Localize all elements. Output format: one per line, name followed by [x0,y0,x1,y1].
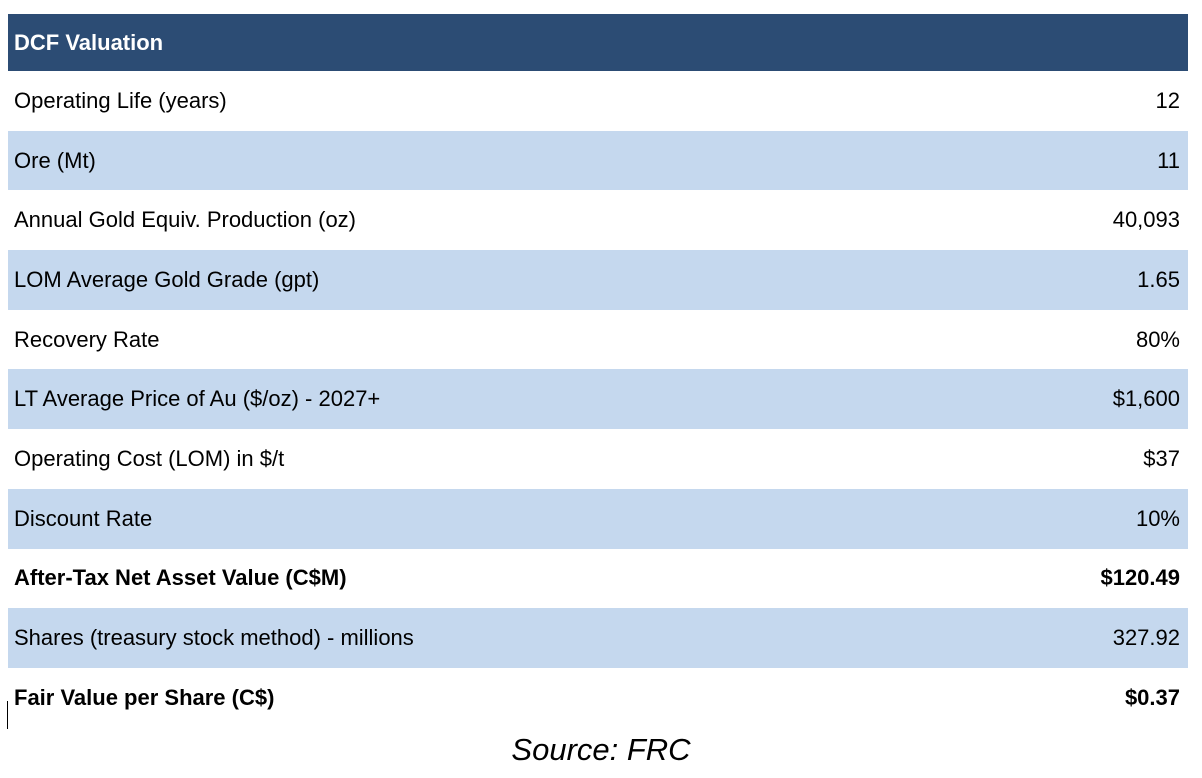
row-value: 11 [1157,147,1180,173]
row-label: After-Tax Net Asset Value (C$M) [14,565,347,591]
row-value: $0.37 [1124,684,1180,710]
row-label: Recovery Rate [14,326,160,352]
text-cursor [7,701,8,729]
row-value: 12 [1155,87,1180,113]
row-label: Operating Cost (LOM) in $/t [14,445,285,471]
row-label: Annual Gold Equiv. Production (oz) [14,207,356,233]
row-value: 10% [1135,505,1180,531]
table-title: DCF Valuation [14,29,164,55]
row-label: Operating Life (years) [14,87,227,113]
table-row: Operating Life (years) 12 [8,71,1188,131]
table-row: Fair Value per Share (C$) $0.37 [8,668,1188,728]
row-label: Discount Rate [14,505,153,531]
row-label: Ore (Mt) [14,147,96,173]
table-row: Operating Cost (LOM) in $/t $37 [8,429,1188,489]
dcf-valuation-table: DCF Valuation Operating Life (years) 12 Or… [8,14,1188,728]
row-value: $1,600 [1112,386,1180,412]
row-label: Fair Value per Share (C$) [14,684,275,710]
table-header: DCF Valuation [8,14,1188,71]
table-row: Annual Gold Equiv. Production (oz) 40,093 [8,190,1188,250]
row-label: LOM Average Gold Grade (gpt) [14,266,320,292]
row-value: $120.49 [1100,565,1180,591]
table-row: Shares (treasury stock method) - million… [8,608,1188,668]
table-row: LOM Average Gold Grade (gpt) 1.65 [8,250,1188,310]
row-value: 1.65 [1137,266,1180,292]
table-row: Discount Rate 10% [8,488,1188,549]
row-value: $37 [1143,445,1180,471]
row-label: LT Average Price of Au ($/oz) - 2027+ [14,386,381,412]
row-value: 327.92 [1112,625,1180,651]
source-caption: Source: FRC [511,732,691,767]
table-row: After-Tax Net Asset Value (C$M) $120.49 [8,549,1188,609]
row-label: Shares (treasury stock method) - million… [14,625,414,651]
table-body: Operating Life (years) 12 Ore (Mt) 11 Annual… [8,71,1188,728]
table-row: Recovery Rate 80% [8,310,1188,370]
row-value: 80% [1135,326,1180,352]
row-value: 40,093 [1112,207,1180,233]
table-row: LT Average Price of Au ($/oz) - 2027+ $1,… [8,369,1188,430]
table-row: Ore (Mt) 11 [8,130,1188,191]
